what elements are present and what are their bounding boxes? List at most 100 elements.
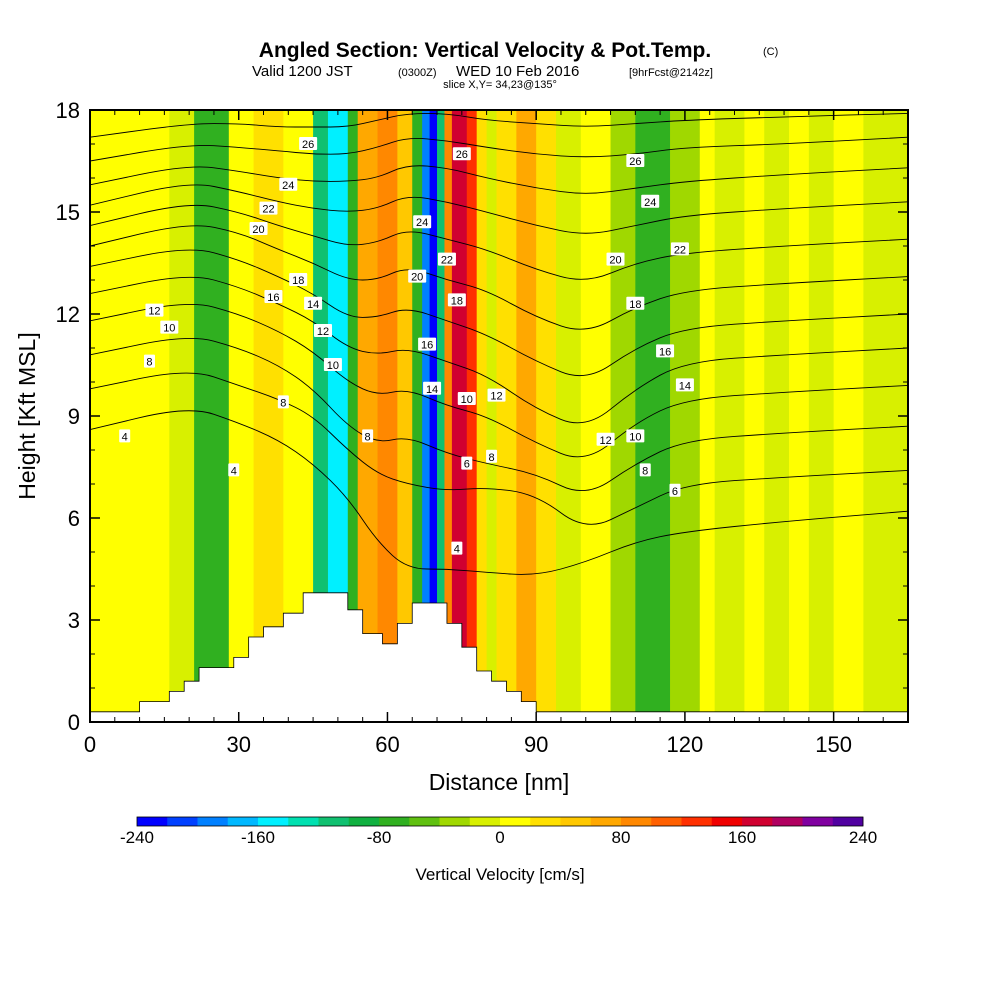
theta-contour-line [90, 410, 908, 575]
contour-label: 24 [279, 177, 298, 192]
contour-label-bg [487, 388, 506, 402]
chart-title: Angled Section: Vertical Velocity & Pot.… [259, 39, 711, 62]
contour-label-text: 8 [365, 431, 371, 443]
velocity-band [580, 110, 612, 722]
velocity-band [466, 110, 478, 722]
y-tick-label: 15 [56, 200, 80, 225]
contour-label: 22 [670, 242, 689, 256]
contour-label-bg [418, 337, 437, 351]
velocity-band [699, 110, 716, 722]
contour-label-bg [264, 290, 283, 303]
contour-label-text: 22 [674, 244, 686, 256]
contour-label: 26 [299, 137, 318, 151]
contour-label: 20 [249, 222, 268, 236]
theta-contour-line [90, 136, 908, 162]
chart-subtitle-date: WED 10 Feb 2016 [456, 63, 579, 80]
contour-label-text: 8 [642, 465, 648, 477]
chart-title-unit: (C) [763, 46, 778, 58]
chart-subtitle-valid: Valid 1200 JST [252, 63, 353, 80]
velocity-band [397, 110, 413, 722]
colorbar-swatch [167, 817, 198, 826]
contour-label: 22 [259, 201, 278, 216]
contour-label-bg [452, 147, 471, 161]
theta-contour-line [90, 304, 908, 458]
colorbar-tick-label: 240 [849, 828, 877, 847]
velocity-band [194, 110, 230, 722]
contour-label-text: 14 [307, 299, 319, 311]
colorbar-swatch [318, 817, 350, 826]
theta-contour-line [90, 204, 908, 280]
contour-label: 6 [669, 483, 681, 498]
contour-label-bg [228, 463, 240, 477]
contour-labels: 2624222018161412121010888442624222018161… [119, 137, 694, 556]
contour-label-text: 4 [122, 431, 128, 443]
velocity-band [789, 110, 810, 722]
contour-label-bg [451, 541, 463, 555]
contour-label-text: 14 [679, 380, 691, 392]
contour-label-text: 24 [416, 217, 428, 229]
velocity-band [412, 110, 423, 722]
velocity-band [764, 110, 790, 722]
contour-label-bg [656, 344, 675, 358]
contour-label: 10 [323, 358, 342, 372]
contour-label-text: 6 [672, 486, 678, 498]
colorbar: -240 -160 -80 0 80 160 240 [120, 816, 877, 847]
colorbar-tick-label: -160 [241, 828, 275, 847]
colorbar-frame [136, 816, 864, 827]
colorbar-swatch [590, 817, 622, 826]
contour-label: 10 [626, 429, 645, 443]
colorbar-swatch [711, 817, 743, 826]
contour-label: 26 [452, 147, 471, 161]
contour-label-bg [461, 456, 473, 470]
colorbar-swatch [439, 817, 471, 826]
contour-label: 16 [418, 337, 437, 352]
contour-label: 4 [119, 429, 131, 443]
contour-label: 14 [675, 378, 694, 392]
contour-label-text: 22 [262, 204, 274, 216]
theta-contour-line [90, 276, 908, 424]
contour-label-text: 20 [411, 272, 423, 284]
colorbar-label: Vertical Velocity [cm/s] [415, 865, 584, 884]
contour-label-text: 26 [629, 156, 641, 168]
y-tick-label: 3 [68, 608, 80, 633]
contour-label-bg [160, 320, 179, 334]
contour-label: 22 [437, 252, 456, 267]
y-tick-label: 12 [56, 302, 80, 327]
colorbar-tick-label: 0 [495, 828, 504, 847]
contour-label-text: 4 [231, 465, 237, 477]
colorbar-swatch [621, 817, 652, 826]
theta-contour-line [90, 372, 908, 525]
contour-label-text: 10 [327, 360, 339, 372]
colorbar-swatch [651, 817, 682, 826]
contour-label-text: 16 [421, 340, 433, 352]
colorbar-swatch [379, 817, 410, 826]
contour-label: 18 [447, 293, 466, 307]
colorbar-tick-label: 160 [728, 828, 756, 847]
colorbar-swatch [469, 817, 501, 826]
x-tick-label: 30 [226, 732, 250, 757]
theta-contour-line [90, 165, 908, 194]
contour-label-bg [669, 483, 681, 497]
contour-label: 8 [277, 395, 289, 409]
contour-label-bg [626, 296, 645, 310]
colorbar-swatch [530, 817, 561, 826]
contour-label: 18 [626, 296, 645, 311]
contour-label-text: 12 [317, 326, 329, 338]
chart-subtitle-fcst: [9hrFcst@2142z] [629, 67, 713, 79]
contour-label-text: 26 [456, 149, 468, 161]
contour-label-text: 10 [629, 431, 641, 443]
contour-label: 4 [228, 463, 240, 477]
contour-label-text: 24 [644, 197, 656, 209]
x-tick-label: 150 [815, 732, 852, 757]
contour-label-bg [279, 177, 298, 191]
colorbar-tick-label: -240 [120, 828, 154, 847]
theta-contour-line [90, 112, 908, 138]
contour-label-bg [437, 252, 456, 266]
colorbar-swatch [742, 817, 773, 826]
contour-label-bg [457, 392, 476, 405]
theta-contour-line [90, 338, 908, 492]
colorbar-swatch [227, 817, 259, 826]
colorbar-swatch [409, 817, 440, 826]
contour-label: 18 [289, 273, 308, 287]
